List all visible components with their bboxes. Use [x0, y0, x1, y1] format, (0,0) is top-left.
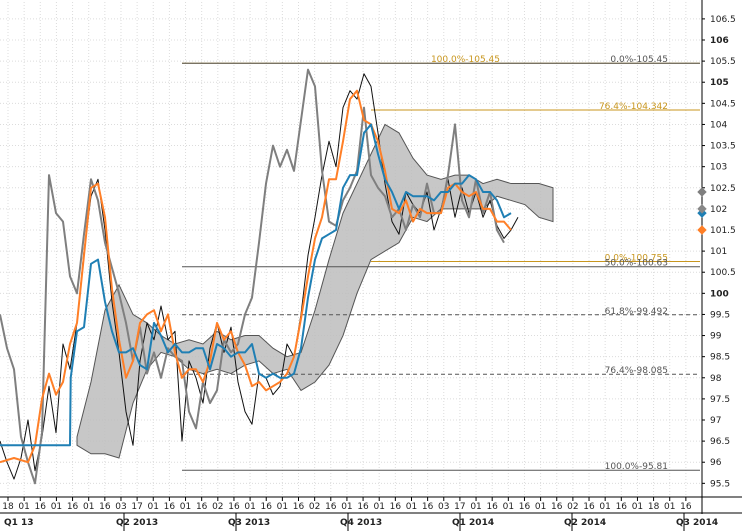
fib-label: 76.4%-104.342 — [599, 102, 668, 112]
x-tick-label: 03 — [438, 502, 449, 512]
x-tick-label: 16 — [519, 502, 531, 512]
y-tick-label: 98 — [710, 374, 722, 384]
x-tick-label: 01 — [664, 502, 675, 512]
x-tick-label: 16 — [261, 502, 273, 512]
x-tick-label: 16 — [293, 502, 305, 512]
x-tick-label: 16 — [680, 502, 692, 512]
y-tick-label: 95.5 — [710, 479, 730, 489]
quarter-label: Q2 2013 — [116, 518, 158, 528]
y-tick-label: 103.5 — [710, 142, 736, 152]
x-tick-label: 16 — [164, 502, 176, 512]
quarter-label: Q3 2014 — [676, 518, 718, 528]
x-tick-label: 01 — [599, 502, 610, 512]
x-tick-label: 01 — [341, 502, 352, 512]
y-tick-label: 102 — [710, 205, 727, 215]
x-tick-label: 16 — [583, 502, 595, 512]
y-tick-label: 97.5 — [710, 395, 730, 405]
x-tick-label: 01 — [373, 502, 384, 512]
x-tick-label: 01 — [148, 502, 159, 512]
x-tick-label: 02 — [212, 502, 223, 512]
quarter-label: Q4 2013 — [340, 518, 382, 528]
quarter-label: Q2 2014 — [564, 518, 606, 528]
y-tick-label: 106 — [710, 36, 729, 46]
y-tick-label: 101.5 — [710, 226, 736, 236]
x-tick-label: 16 — [422, 502, 434, 512]
last-value-marker — [697, 204, 707, 214]
x-tick-label: 01 — [244, 502, 255, 512]
x-tick-label: 16 — [99, 502, 111, 512]
x-tick-label: 16 — [196, 502, 208, 512]
x-tick-label: 16 — [67, 502, 79, 512]
quarter-label: Q3 2013 — [228, 518, 270, 528]
y-tick-label: 104 — [710, 120, 727, 130]
x-tick-label: 01 — [632, 502, 643, 512]
x-tick-label: 16 — [616, 502, 628, 512]
y-tick-label: 100.5 — [710, 268, 736, 278]
y-tick-label: 102.5 — [710, 184, 736, 194]
series-line-price — [0, 73, 519, 480]
x-tick-label: 16 — [551, 502, 563, 512]
x-tick-label: 02 — [567, 502, 578, 512]
x-tick-label: 01 — [18, 502, 29, 512]
x-tick-label: 01 — [535, 502, 546, 512]
x-tick-label: 02 — [309, 502, 320, 512]
fib-label: 0.0%-100.755 — [605, 253, 668, 263]
x-tick-label: 01 — [277, 502, 288, 512]
fib-label: 100.0%-95.81 — [605, 462, 668, 472]
x-tick-label: 01 — [180, 502, 191, 512]
x-tick-label: 18 — [2, 502, 14, 512]
x-tick-label: 01 — [470, 502, 481, 512]
series-line-slow — [0, 123, 512, 447]
x-tick-label: 17 — [454, 502, 465, 512]
last-value-marker — [697, 187, 707, 197]
fib-label: 61.8%-99.492 — [605, 307, 668, 317]
x-tick-label: 01 — [83, 502, 94, 512]
fib-label: 50.0%-100.63 — [605, 259, 668, 269]
x-tick-label: 18 — [648, 502, 660, 512]
fib-label: 0.0%-105.45 — [610, 55, 668, 65]
quarter-label: Q1 13 — [4, 518, 34, 528]
x-tick-label: 01 — [51, 502, 62, 512]
y-tick-label: 106.5 — [710, 15, 736, 25]
fib-label: 76.4%-98.085 — [605, 366, 668, 376]
y-tick-label: 99 — [710, 332, 722, 342]
series-line-lagging — [0, 68, 505, 485]
quarter-label: Q1 2014 — [452, 518, 494, 528]
y-tick-label: 104.5 — [710, 99, 736, 109]
x-tick-label: 16 — [390, 502, 402, 512]
x-tick-label: 03 — [115, 502, 126, 512]
x-tick-label: 16 — [357, 502, 369, 512]
y-tick-label: 103 — [710, 163, 727, 173]
x-tick-label: 16 — [486, 502, 498, 512]
fibonacci-levels: 100.0%-105.45 0.0%-105.45 76.4%-104.342 0.0… — [182, 55, 700, 472]
x-tick-label: 16 — [325, 502, 337, 512]
y-tick-label: 105 — [710, 78, 729, 88]
last-value-markers — [697, 187, 707, 235]
x-tick-label: 01 — [503, 502, 514, 512]
y-tick-label: 96 — [710, 458, 722, 468]
y-tick-label: 105.5 — [710, 57, 736, 67]
y-tick-label: 100 — [710, 289, 729, 299]
x-tick-label: 16 — [228, 502, 240, 512]
last-value-marker — [697, 225, 707, 235]
fib-label: 100.0%-105.45 — [431, 55, 500, 65]
y-tick-label: 97 — [710, 416, 721, 426]
series-layer — [0, 68, 519, 485]
y-tick-label: 98.5 — [710, 353, 730, 363]
series-line-fast — [0, 89, 512, 464]
y-tick-label: 96.5 — [710, 437, 730, 447]
x-tick-label: 17 — [131, 502, 142, 512]
y-tick-label: 101 — [710, 247, 727, 257]
y-tick-label: 99.5 — [710, 310, 730, 320]
x-tick-label: 01 — [406, 502, 417, 512]
x-tick-label: 16 — [35, 502, 47, 512]
